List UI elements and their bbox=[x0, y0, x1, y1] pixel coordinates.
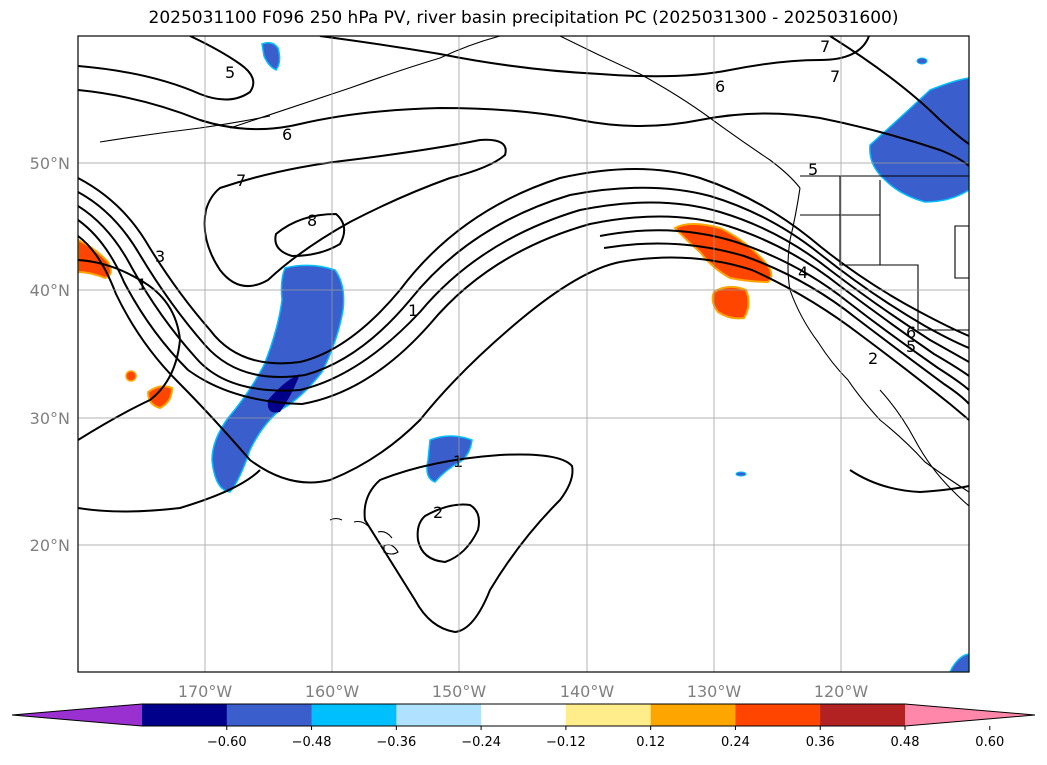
pv-contours bbox=[78, 36, 969, 634]
colorbar-segment bbox=[481, 704, 567, 726]
longitude-labels: 170°W 160°W 150°W 140°W 130°W 120°W bbox=[178, 682, 869, 701]
lat-tick-label: 30°N bbox=[30, 409, 70, 428]
contour-label: 1 bbox=[453, 452, 463, 471]
colorbar-segment bbox=[311, 704, 397, 726]
colorbar-segment bbox=[735, 704, 821, 726]
gridlines bbox=[78, 36, 969, 672]
colorbar-tick-label: −0.24 bbox=[461, 735, 501, 750]
coastlines bbox=[99, 36, 969, 555]
colorbar-segment bbox=[820, 704, 906, 726]
contour-label: 6 bbox=[906, 323, 916, 342]
alaska-coast bbox=[229, 36, 501, 129]
lon-tick-label: 150°W bbox=[432, 682, 487, 701]
contour-label: 2 bbox=[433, 503, 443, 522]
colorbar-extend-min bbox=[12, 704, 142, 726]
lat-tick-label: 20°N bbox=[30, 536, 70, 555]
contour-label: 6 bbox=[715, 77, 725, 96]
colorbar-tick-label: 0.12 bbox=[636, 735, 665, 750]
contour-label: 8 bbox=[307, 211, 317, 230]
contour-label: 5 bbox=[906, 337, 916, 356]
contour-label: 7 bbox=[236, 171, 246, 190]
baja-coast bbox=[879, 389, 969, 507]
blue-region-se-corner bbox=[949, 653, 969, 672]
blue-region-aleutian bbox=[261, 41, 281, 71]
contour-label: 1 bbox=[408, 301, 418, 320]
contour-label: 7 bbox=[830, 67, 840, 86]
alaska-panhandle-coast bbox=[559, 36, 801, 189]
colorbar-tick-label: −0.60 bbox=[207, 735, 247, 750]
map-title: 2025031100 F096 250 hPa PV, river basin … bbox=[148, 8, 899, 28]
colorbar: −0.60 −0.48 −0.36 −0.24 −0.12 0.12 0.24 0.36 0.4… bbox=[11, 703, 1036, 750]
contour-label: 6 bbox=[282, 125, 292, 144]
colorbar-tick-label: 0.60 bbox=[975, 735, 1004, 750]
colorbar-segment bbox=[650, 704, 736, 726]
contour-labels: 5 6 7 7 6 7 8 3 1 1 5 4 6 5 2 1 2 bbox=[137, 37, 916, 522]
lon-tick-label: 120°W bbox=[814, 682, 869, 701]
contour-label: 5 bbox=[225, 63, 235, 82]
contour-label: 3 bbox=[155, 247, 165, 266]
aleutian-chain bbox=[99, 115, 271, 143]
lon-tick-label: 140°W bbox=[560, 682, 615, 701]
contour-label: 1 bbox=[137, 275, 147, 294]
colorbar-tick-label: 0.24 bbox=[721, 735, 750, 750]
state-border-4 bbox=[954, 225, 969, 279]
lat-tick-label: 40°N bbox=[30, 281, 70, 300]
latitude-labels: 50°N 40°N 30°N 20°N bbox=[30, 154, 70, 555]
colorbar-tick-label: −0.36 bbox=[376, 735, 416, 750]
colorbar-tick-label: −0.12 bbox=[546, 735, 586, 750]
contour-label: 7 bbox=[820, 37, 830, 56]
lon-tick-label: 130°W bbox=[687, 682, 742, 701]
colorbar-extend-max bbox=[905, 704, 1035, 726]
red-region-west-small bbox=[146, 385, 174, 410]
colorbar-segment bbox=[565, 704, 652, 726]
colorbar-segment bbox=[226, 704, 313, 726]
lat-tick-label: 50°N bbox=[30, 154, 70, 173]
lon-tick-label: 160°W bbox=[305, 682, 360, 701]
blue-region-small-south bbox=[426, 435, 473, 483]
lon-tick-label: 170°W bbox=[178, 682, 233, 701]
contour-label: 5 bbox=[808, 160, 818, 179]
colorbar-segment bbox=[142, 704, 228, 726]
map-frame bbox=[77, 35, 970, 673]
colorbar-segment bbox=[396, 704, 482, 726]
pacific-nw-coast bbox=[787, 187, 969, 493]
red-speck bbox=[125, 370, 137, 382]
blue-region-central bbox=[211, 264, 345, 493]
contour-label: 4 bbox=[798, 263, 808, 282]
state-border-1 bbox=[839, 176, 969, 331]
blue-speck bbox=[735, 471, 747, 477]
red-region-west-edge bbox=[78, 238, 112, 280]
colorbar-tick-label: 0.36 bbox=[806, 735, 835, 750]
colorbar-tick-label: 0.48 bbox=[891, 735, 920, 750]
contour-label: 2 bbox=[868, 349, 878, 368]
blue-speck-ne bbox=[916, 57, 928, 65]
hawaii-islands bbox=[329, 517, 399, 555]
map-area: 5 6 7 7 6 7 8 3 1 1 5 4 6 5 2 1 2 bbox=[78, 36, 969, 672]
colorbar-outline bbox=[11, 703, 1036, 727]
colorbar-tick-label: −0.48 bbox=[292, 735, 332, 750]
blue-region-northeast bbox=[869, 77, 969, 203]
